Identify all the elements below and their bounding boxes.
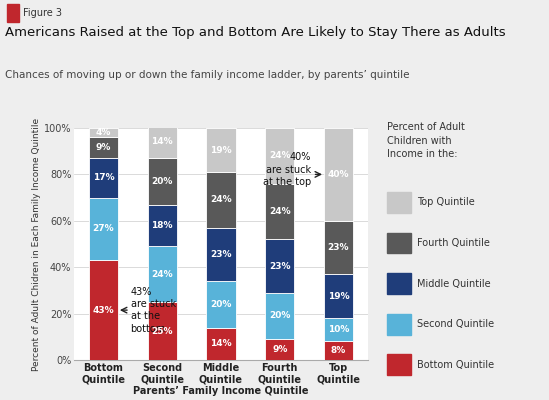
Text: 19%: 19% <box>328 292 349 301</box>
Text: 40%: 40% <box>328 170 349 179</box>
Bar <box>206 172 236 228</box>
Text: 20%: 20% <box>269 312 290 320</box>
Bar <box>206 228 236 281</box>
Bar <box>265 339 294 360</box>
Bar <box>148 302 177 360</box>
Text: Bottom Quintile: Bottom Quintile <box>417 360 494 370</box>
Text: Fourth Quintile: Fourth Quintile <box>417 238 490 248</box>
Bar <box>148 126 177 158</box>
Bar <box>265 184 294 239</box>
Text: 24%: 24% <box>269 151 290 160</box>
Bar <box>148 158 177 204</box>
Bar <box>89 128 118 137</box>
Bar <box>148 246 177 302</box>
Bar <box>265 293 294 339</box>
Bar <box>206 281 236 328</box>
Text: 20%: 20% <box>210 300 232 309</box>
Bar <box>265 128 294 184</box>
Text: Chances of moving up or down the family income ladder, by parents’ quintile: Chances of moving up or down the family … <box>5 70 410 80</box>
Bar <box>324 128 353 221</box>
Text: 23%: 23% <box>269 262 290 270</box>
Text: Middle Quintile: Middle Quintile <box>417 278 491 288</box>
Bar <box>7 4 19 22</box>
Text: 18%: 18% <box>152 221 173 230</box>
Text: 9%: 9% <box>96 143 111 152</box>
Text: 24%: 24% <box>152 270 173 279</box>
Bar <box>148 204 177 246</box>
Bar <box>89 198 118 260</box>
Text: 14%: 14% <box>152 138 173 146</box>
Text: Figure 3: Figure 3 <box>23 8 62 18</box>
Text: 25%: 25% <box>152 326 173 336</box>
Text: Second Quintile: Second Quintile <box>417 319 494 329</box>
Text: 8%: 8% <box>331 346 346 355</box>
Text: 17%: 17% <box>93 173 114 182</box>
Bar <box>387 273 411 294</box>
Bar <box>324 274 353 318</box>
Text: 23%: 23% <box>328 243 349 252</box>
Bar <box>324 318 353 342</box>
Text: 10%: 10% <box>328 325 349 334</box>
Bar <box>387 232 411 254</box>
Text: 23%: 23% <box>210 250 232 259</box>
Bar <box>387 354 411 375</box>
Bar <box>387 192 411 213</box>
Bar <box>265 239 294 293</box>
Text: Top Quintile: Top Quintile <box>417 197 475 207</box>
Text: Percent of Adult
Children with
Income in the:: Percent of Adult Children with Income in… <box>387 122 465 159</box>
Bar <box>324 221 353 274</box>
Bar <box>89 137 118 158</box>
Text: 40%
are stuck
at the top: 40% are stuck at the top <box>263 152 311 187</box>
Bar <box>89 260 118 360</box>
Text: Parents’ Family Income Quintile: Parents’ Family Income Quintile <box>133 386 309 396</box>
Text: 24%: 24% <box>210 196 232 204</box>
Text: 24%: 24% <box>269 207 290 216</box>
Bar <box>324 342 353 360</box>
Text: 43%: 43% <box>93 306 114 315</box>
Bar <box>206 128 236 172</box>
Text: 19%: 19% <box>210 146 232 154</box>
Text: 20%: 20% <box>152 177 173 186</box>
Text: 4%: 4% <box>96 128 111 137</box>
Bar <box>89 158 118 198</box>
Text: 14%: 14% <box>210 339 232 348</box>
Text: 27%: 27% <box>93 224 114 234</box>
Text: Americans Raised at the Top and Bottom Are Likely to Stay There as Adults: Americans Raised at the Top and Bottom A… <box>5 26 506 39</box>
Y-axis label: Percent of Adult Chidren in Each Family Income Quintile: Percent of Adult Chidren in Each Family … <box>32 118 41 370</box>
Text: 43%
are stuck
at the
bottom: 43% are stuck at the bottom <box>131 286 176 334</box>
Bar <box>387 314 411 334</box>
Bar <box>206 328 236 360</box>
Text: 9%: 9% <box>272 345 288 354</box>
